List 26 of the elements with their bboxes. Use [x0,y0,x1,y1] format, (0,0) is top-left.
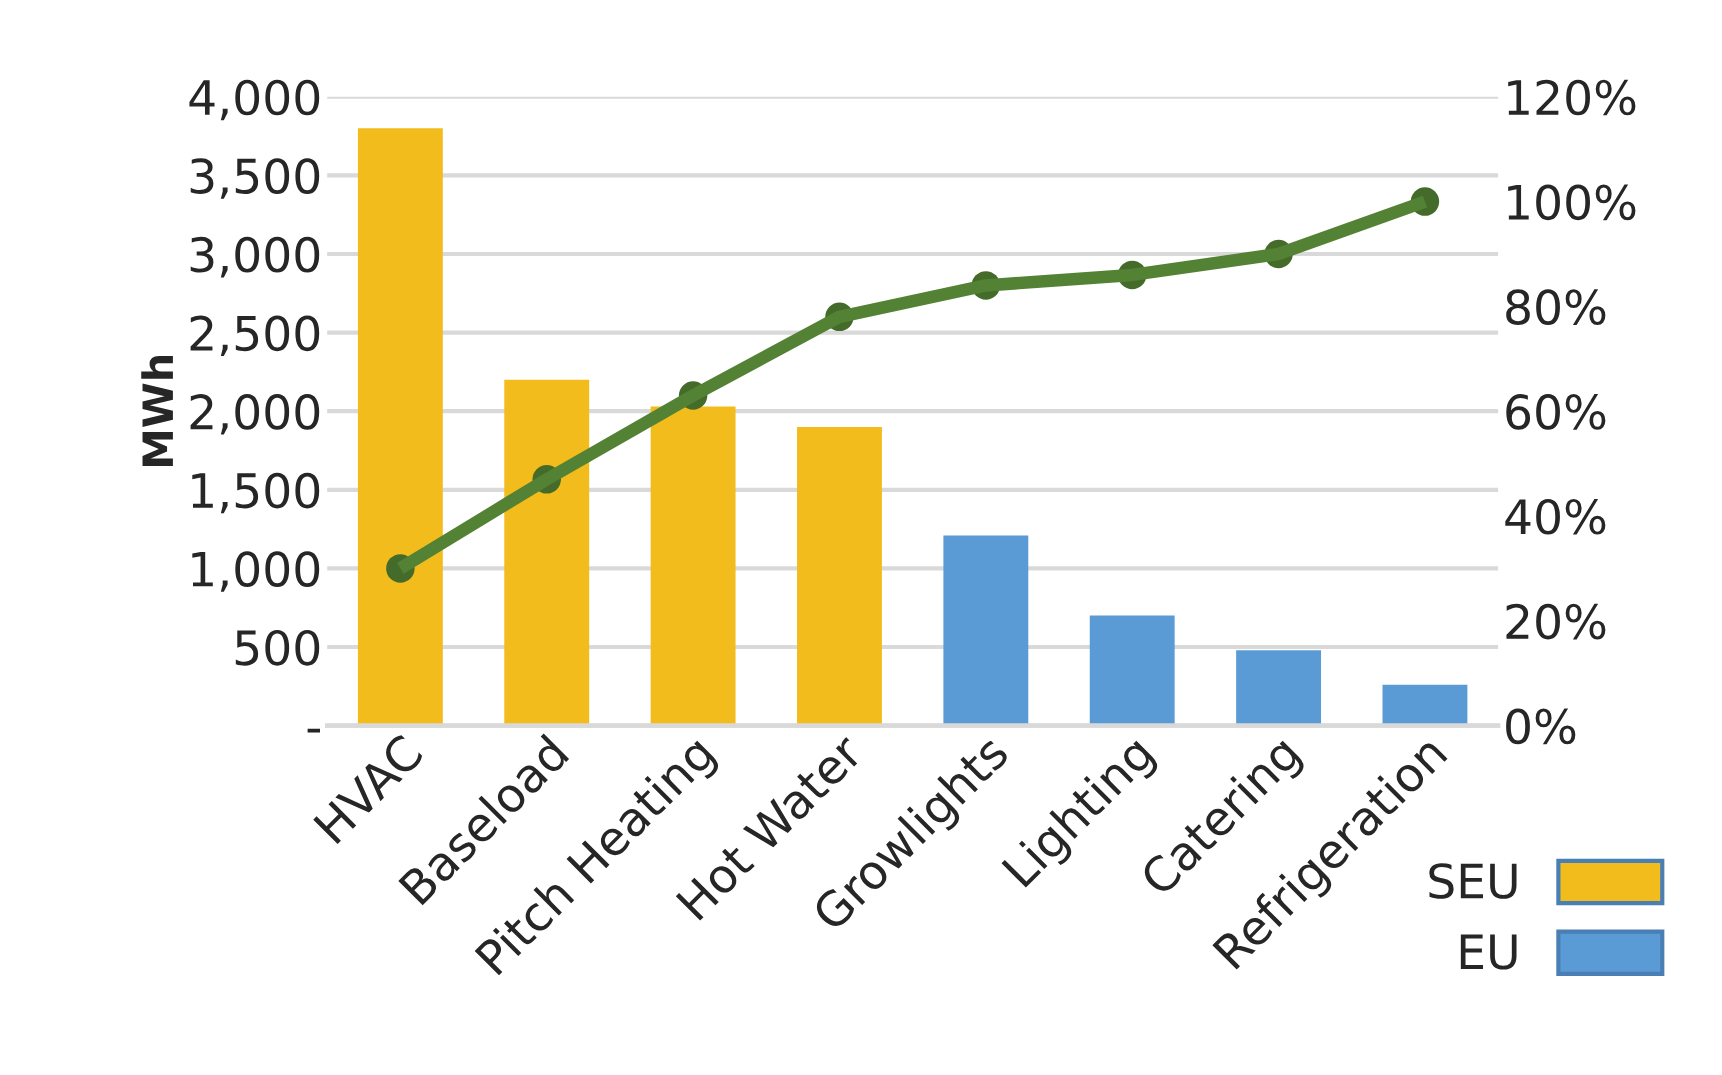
y2-tick-label: 80% [1506,289,1606,325]
y2-tick-label: 60% [1506,394,1606,430]
y-tick-label: 1,000 [192,551,320,592]
bar [504,379,590,726]
y-axis-title: MWh [141,355,173,466]
bar [797,426,882,726]
bar [1382,684,1468,726]
bar [1236,650,1322,726]
y-tick-label: 500 [235,629,320,666]
y2-tick-label: 40% [1505,498,1606,535]
y2-tick-label: 100% [1508,184,1636,221]
y-tick-label: 3,500 [190,158,320,199]
bar [650,406,736,726]
y-tick-label: 1,500 [192,472,320,514]
y2-tick-label: 120% [1508,79,1636,116]
bar [357,128,443,726]
bar [1089,615,1175,726]
legend-label: EU [1460,934,1517,970]
y-tick-label: 3,000 [190,236,320,278]
y2-tick-label: 0% [1506,708,1576,745]
bar [943,535,1029,726]
y-tick-label: 4,000 [189,79,320,121]
y2-tick-label: 20% [1506,603,1606,640]
y-tick-label: - [307,728,321,733]
y-tick-label: 2,000 [190,394,320,435]
y-tick-label: 2,500 [190,315,320,357]
